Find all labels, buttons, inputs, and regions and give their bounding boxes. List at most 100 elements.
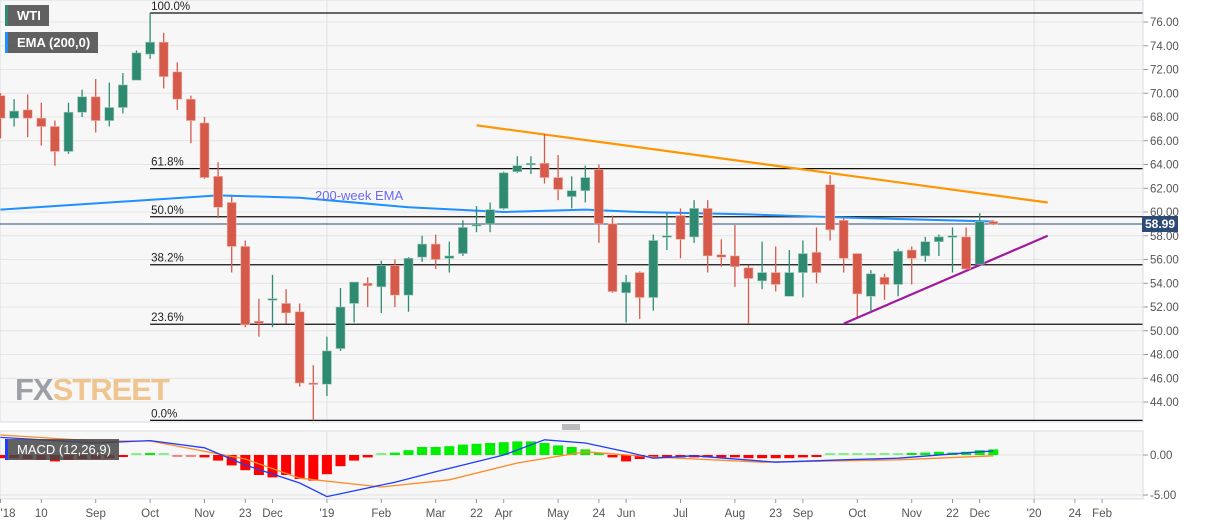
macd-tick-label: 0.00 — [1150, 450, 1172, 462]
candle-body — [186, 98, 196, 121]
y-tick-label: 70.00 — [1150, 88, 1179, 100]
candle — [920, 236, 931, 262]
candle-body — [621, 281, 631, 294]
x-tick-label: Apr — [495, 508, 513, 520]
candle-body — [417, 243, 427, 258]
candle-body — [988, 221, 999, 225]
macd-histogram-bar — [403, 450, 414, 455]
candle-body — [90, 96, 101, 121]
candle — [852, 253, 863, 317]
macd-histogram-bar — [321, 455, 332, 475]
candle-body — [403, 258, 414, 296]
candle-body — [675, 215, 686, 240]
candle — [607, 215, 618, 293]
candle — [322, 336, 332, 397]
y-tick-label: 52.00 — [1150, 302, 1179, 314]
macd-histogram-bar — [485, 443, 496, 455]
candle — [444, 241, 455, 273]
candle — [811, 227, 822, 284]
macd-histogram-bar — [634, 455, 645, 459]
candle-body — [226, 202, 237, 247]
y-tick-label: 68.00 — [1150, 112, 1179, 124]
x-tick-label: Nov — [901, 508, 922, 520]
candle-body — [825, 184, 835, 231]
candle-body — [689, 208, 699, 238]
fibonacci-level-label: 23.6% — [151, 312, 184, 324]
macd-histogram-bar — [621, 455, 632, 462]
candle-body — [879, 277, 890, 285]
candle — [648, 234, 659, 311]
candle-body — [743, 267, 754, 279]
candle-body — [322, 350, 332, 385]
candle-body — [308, 382, 319, 385]
candle-body — [866, 273, 876, 297]
macd-histogram-bar — [281, 455, 292, 475]
y-tick-label: 72.00 — [1150, 65, 1179, 77]
candle-body — [580, 177, 591, 191]
macd-histogram-bar — [417, 447, 428, 455]
candle — [947, 227, 958, 273]
candle-body — [512, 165, 523, 172]
x-tick-label: 24 — [593, 508, 606, 520]
x-tick-label: Jun — [617, 508, 636, 520]
last-price-badge: 58.99 — [1142, 216, 1179, 232]
macd-histogram-bar — [716, 455, 727, 458]
macd-histogram-bar — [444, 446, 455, 455]
candle-body — [131, 52, 142, 81]
candle — [362, 277, 373, 307]
candle-body — [267, 298, 278, 301]
x-tick-label: Feb — [1092, 508, 1112, 520]
candle — [879, 273, 890, 300]
candle — [702, 200, 713, 273]
candle-body — [50, 126, 60, 152]
x-tick-label: Jul — [673, 508, 688, 520]
candle-body — [838, 220, 849, 259]
x-tick-label: '19 — [319, 508, 334, 520]
x-tick-label: Oct — [848, 508, 867, 520]
candle-body — [947, 235, 958, 238]
macd-histogram-bar — [308, 455, 319, 481]
candle — [526, 156, 536, 174]
candle-body — [63, 111, 74, 152]
candle — [961, 227, 971, 271]
ema-annotation: 200-week EMA — [315, 188, 403, 203]
macd-histogram-bar — [172, 455, 183, 457]
candle-body — [145, 41, 155, 55]
macd-indicator-label[interactable]: MACD (12,26,9) — [5, 439, 119, 460]
candle — [281, 289, 291, 324]
watermark-street: STREET — [52, 372, 170, 407]
fibonacci-level-label: 0.0% — [151, 408, 177, 420]
y-tick-label: 56.00 — [1150, 255, 1179, 267]
y-tick-label: 48.00 — [1150, 350, 1179, 362]
x-tick-label: 22 — [946, 508, 959, 520]
x-tick-label: Nov — [194, 508, 215, 520]
candle — [539, 133, 550, 184]
candle — [974, 213, 985, 265]
macd-histogram-bar — [362, 455, 373, 458]
macd-histogram-bar — [512, 441, 523, 455]
candle-body — [172, 71, 183, 100]
macd-histogram-bar — [797, 455, 808, 458]
candle-body — [0, 95, 6, 119]
candle — [77, 89, 87, 117]
symbol-label[interactable]: WTI — [5, 5, 49, 26]
macd-panel — [0, 430, 1144, 500]
candle — [267, 274, 278, 328]
macd-histogram-bar — [648, 455, 659, 458]
macd-histogram-bar — [906, 453, 917, 455]
candle — [90, 79, 101, 133]
y-tick-label: 50.00 — [1150, 326, 1179, 338]
ema-indicator-label[interactable]: EMA (200,0) — [5, 32, 99, 53]
candle — [172, 62, 183, 110]
candle — [730, 225, 740, 287]
macd-histogram-bar — [893, 453, 904, 455]
x-tick-label: Mar — [426, 508, 446, 520]
candle — [403, 257, 414, 312]
trendline-resistance — [476, 124, 1048, 204]
candle-body — [458, 227, 468, 254]
candle — [145, 12, 155, 59]
macd-histogram-bar — [349, 455, 360, 461]
candle-body — [634, 272, 645, 298]
